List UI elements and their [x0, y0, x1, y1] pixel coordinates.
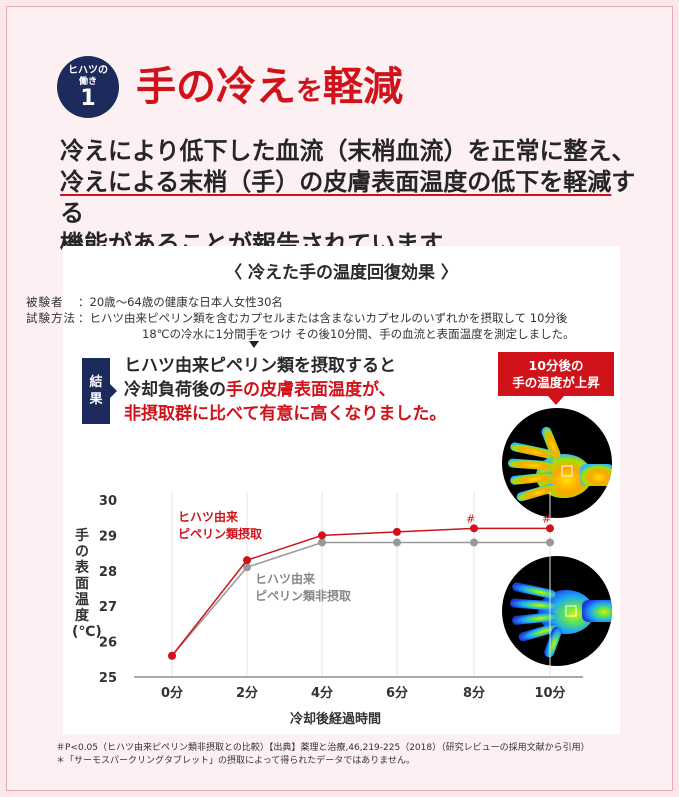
page-title: 手の冷えを軽減	[136, 62, 403, 112]
result-tag-char1: 結	[89, 375, 103, 390]
callout-line1: 10分後の	[528, 358, 584, 373]
result-tag: 結 果	[82, 358, 117, 424]
series-label-1-line1: ヒハツ由来	[255, 571, 316, 586]
significance-mark-1: #	[542, 512, 551, 525]
series-0-point-0	[168, 651, 176, 660]
result-line2-a: 冷却負荷後の	[124, 380, 226, 400]
y-tick-label-28: 28	[99, 565, 117, 580]
y-tick-label-30: 30	[99, 494, 117, 509]
result-line2-b: 手の皮膚表面温度が、	[226, 380, 396, 400]
x-tick-label-5: 10分	[534, 685, 565, 701]
function-badge: ヒハツの 働き 1	[57, 56, 119, 118]
series-label-1-line2: ピペリン類非摂取	[255, 588, 351, 603]
x-tick-label-3: 6分	[386, 685, 408, 701]
series-0-point-2	[318, 531, 326, 540]
series-0-point-5	[546, 524, 554, 533]
x-tick-label-4: 8分	[463, 685, 485, 701]
badge-line2: 働き	[78, 77, 97, 87]
lead-line1: 冷えにより低下した血流（末梢血流）を正常に整え、	[60, 137, 636, 165]
title-part2: を	[296, 76, 323, 107]
footnote-significance: ＃P<0.05（ヒハツ由来ピペリン類非摂取との比較）【出典】薬理と治療,46,2…	[56, 743, 590, 753]
series-line-1	[171, 541, 550, 657]
series-1-point-3	[393, 538, 401, 547]
subjects-value: ：20歳〜64歳の健康な日本人女性30名	[78, 295, 283, 309]
y-tick-label-25: 25	[99, 671, 117, 686]
y-tick-label-29: 29	[99, 529, 117, 544]
series-1-point-1	[243, 563, 251, 572]
title-part3: 軽減	[323, 64, 403, 110]
lead-line2: 冷えによる末梢（手）の皮膚表面温度の低下を軽減する	[60, 167, 640, 229]
title-part1: 手の冷え	[136, 64, 296, 110]
series-line-0	[171, 527, 550, 657]
subjects-key: 被験者	[26, 295, 64, 309]
x-axis-label: 冷却後経過時間	[290, 712, 382, 727]
thermography-image-intake	[502, 408, 612, 518]
series-0-point-4	[470, 524, 478, 533]
thermography-image-no-intake	[502, 556, 612, 666]
x-tick-label-0: 0分	[161, 685, 183, 701]
series-1-point-5	[546, 538, 554, 547]
footnote-disclaimer: ＊「サーモスパークリングタブレット」の摂取によって得られたデータではありません。	[56, 756, 416, 766]
result-text: ヒハツ由来ピペリン類を摂取すると 冷却負荷後の手の皮膚表面温度が、 非摂取群に比…	[124, 354, 446, 426]
method-row: 試験方法 ：ヒハツ由来ピペリン類を含むカプセルまたは含まないカプセルのいずれかを摂…	[26, 310, 567, 326]
method-line1: ：ヒハツ由来ピペリン類を含むカプセルまたは含まないカプセルのいずれかを摂取して …	[78, 311, 568, 325]
x-tick-label-2: 4分	[311, 685, 333, 701]
temperature-rise-callout: 10分後の 手の温度が上昇	[498, 352, 614, 405]
subjects-row: 被験者 ：20歳〜64歳の健康な日本人女性30名	[26, 294, 283, 310]
series-1-point-4	[470, 538, 478, 547]
result-line2: 冷却負荷後の手の皮膚表面温度が、	[124, 378, 446, 402]
lead-line2-underlined: 冷えによる末梢（手）の皮膚表面温度の低下を軽減	[60, 168, 612, 196]
series-label-0-line1: ヒハツ由来	[178, 509, 239, 524]
result-tag-char2: 果	[89, 392, 103, 407]
series-0-point-1	[243, 556, 251, 565]
series-label-0-line2: ピペリン類摂取	[178, 526, 262, 541]
series-0-point-3	[393, 527, 401, 536]
result-line3: 非摂取群に比べて有意に高くなりました。	[124, 404, 447, 424]
lead-line2-rest: する	[60, 168, 636, 227]
method-key: 試験方法	[26, 311, 76, 325]
y-axis-label: 手の表面温度(℃)	[72, 528, 102, 640]
panel-title: 〈 冷えた手の温度回復効果 〉	[225, 263, 458, 283]
y-tick-label-26: 26	[99, 636, 117, 651]
method-line2: 18℃の冷水に1分間手をつけ その後10分間、手の血流と表面温度を測定しました。	[142, 327, 575, 341]
badge-number: 1	[80, 86, 96, 111]
callout-line2: 手の温度が上昇	[512, 375, 600, 390]
result-line1: ヒハツ由来ピペリン類を摂取すると	[124, 356, 396, 376]
y-tick-label-27: 27	[99, 600, 117, 615]
series-1-point-2	[318, 538, 326, 547]
arrow-down-icon	[249, 341, 259, 348]
significance-mark-0: #	[466, 512, 475, 525]
x-tick-label-1: 2分	[236, 685, 258, 701]
badge-line1: ヒハツの	[68, 65, 108, 76]
